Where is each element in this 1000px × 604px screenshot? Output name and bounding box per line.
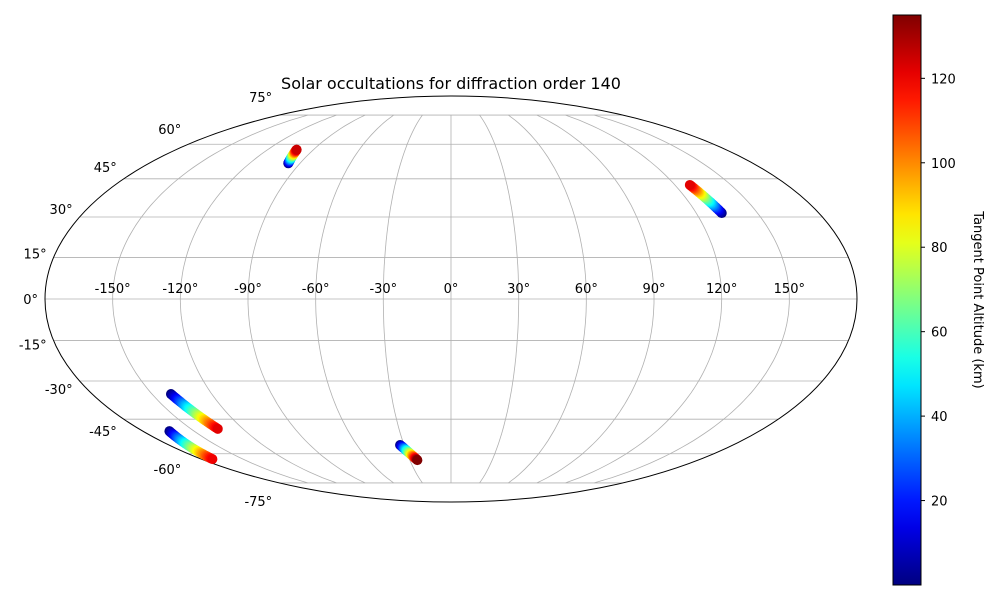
occultation-track	[164, 426, 218, 465]
longitude-tick-label: 150°	[774, 282, 805, 297]
latitude-tick-label: 30°	[50, 203, 73, 218]
latitude-tick-label: 0°	[23, 293, 38, 308]
longitude-tick-label: 60°	[575, 282, 598, 297]
longitude-tick-label: -30°	[369, 282, 397, 297]
data-point	[412, 455, 423, 466]
data-point	[684, 179, 695, 190]
latitude-tick-label: -30°	[45, 383, 73, 398]
occultation-track	[395, 439, 423, 466]
occultation-track	[283, 144, 302, 169]
data-point	[207, 454, 218, 465]
longitude-tick-label: 0°	[444, 282, 459, 297]
longitude-tick-label: 90°	[642, 282, 665, 297]
colorbar-tick-label: 80	[931, 241, 948, 256]
occultation-tracks	[164, 144, 727, 466]
meridian-gridline	[315, 114, 394, 484]
latitude-tick-label: -60°	[154, 463, 182, 478]
longitude-tick-label: -90°	[234, 282, 262, 297]
meridian-gridline	[508, 114, 587, 484]
meridian-gridline	[112, 114, 308, 484]
occultation-track	[165, 389, 223, 434]
meridian-gridline	[536, 114, 655, 484]
occultation-track	[684, 179, 727, 219]
data-point	[212, 423, 223, 434]
latitude-tick-label: 75°	[249, 91, 272, 106]
map-boundary	[44, 95, 858, 503]
latitude-tick-label: 15°	[24, 247, 47, 262]
meridian-gridline	[179, 114, 337, 484]
colorbar-ticks: 20 40 60 80 100 120	[921, 72, 956, 510]
latitude-tick-labels: 75° 60° 45° 30° 15° 0° -15° -30° -45° -60° -75°	[19, 91, 272, 510]
meridian-gridline	[594, 114, 790, 484]
meridian-gridline	[479, 114, 520, 484]
graticule	[45, 114, 857, 484]
colorbar-tick-label: 20	[931, 495, 948, 510]
colorbar	[892, 14, 922, 586]
colorbar-label: Tangent Point Altitude (km)	[970, 210, 985, 388]
longitude-tick-label: -60°	[302, 282, 330, 297]
colorbar-tick-label: 120	[931, 72, 956, 87]
colorbar-tick-label: 100	[931, 157, 956, 172]
meridian-gridline	[247, 114, 366, 484]
longitude-tick-label: 120°	[706, 282, 737, 297]
latitude-tick-label: 45°	[94, 161, 117, 176]
colorbar-tick-label: 60	[931, 326, 948, 341]
longitude-tick-label: -150°	[95, 282, 131, 297]
latitude-tick-label: -15°	[19, 339, 47, 354]
data-point	[291, 144, 302, 155]
meridian-gridline	[565, 114, 723, 484]
latitude-tick-label: -75°	[244, 495, 272, 510]
longitude-tick-label: 30°	[507, 282, 530, 297]
latitude-tick-label: -45°	[89, 425, 117, 440]
longitude-tick-label: -120°	[162, 282, 198, 297]
latitude-tick-label: 60°	[158, 123, 181, 138]
colorbar-tick-label: 40	[931, 410, 948, 425]
meridian-gridline	[382, 114, 423, 484]
longitude-tick-labels: -150° -120° -90° -60° -30° 0° 30° 60° 90° 120° 150…	[95, 282, 805, 297]
chart-title: Solar occultations for diffraction order…	[281, 74, 621, 93]
